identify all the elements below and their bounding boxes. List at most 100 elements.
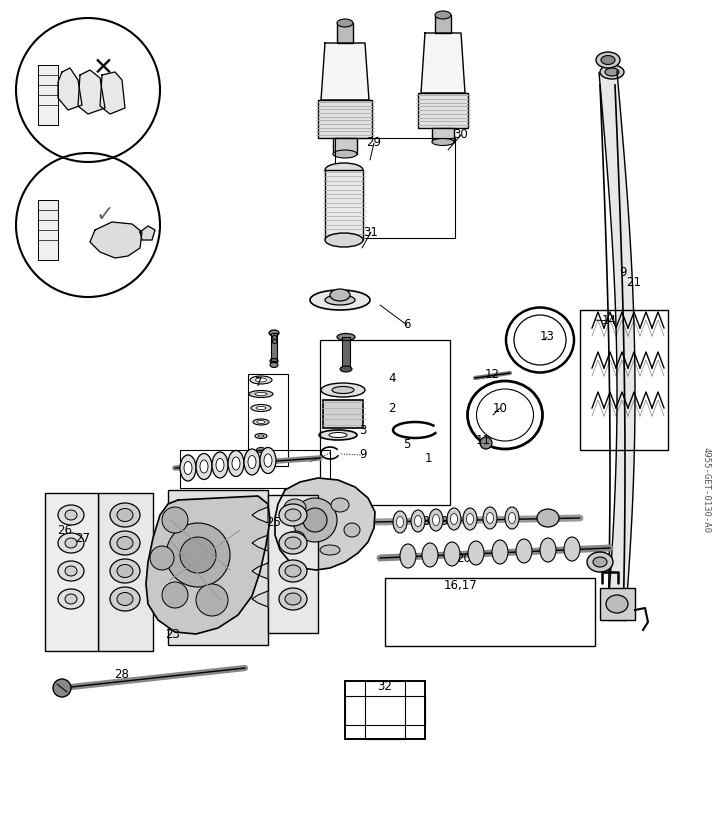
Ellipse shape <box>196 454 212 479</box>
Ellipse shape <box>487 512 493 524</box>
Ellipse shape <box>65 566 77 576</box>
Text: 4: 4 <box>388 371 396 384</box>
Polygon shape <box>90 222 142 258</box>
Ellipse shape <box>250 376 272 384</box>
Ellipse shape <box>285 593 301 605</box>
Circle shape <box>53 679 71 697</box>
Bar <box>333 138 357 154</box>
Ellipse shape <box>411 510 425 532</box>
Ellipse shape <box>337 333 355 341</box>
Text: 26: 26 <box>58 524 73 536</box>
Ellipse shape <box>593 557 607 567</box>
Ellipse shape <box>451 513 457 525</box>
Bar <box>271 333 277 361</box>
Bar <box>345 681 425 739</box>
Text: 6: 6 <box>403 318 410 332</box>
Ellipse shape <box>258 435 264 437</box>
Ellipse shape <box>279 532 307 554</box>
Ellipse shape <box>332 386 354 394</box>
Ellipse shape <box>537 509 559 527</box>
Bar <box>180 450 330 488</box>
Ellipse shape <box>587 552 613 572</box>
Bar <box>435 15 451 33</box>
Ellipse shape <box>58 533 84 553</box>
Ellipse shape <box>344 523 360 537</box>
Ellipse shape <box>340 366 352 372</box>
Ellipse shape <box>253 419 269 425</box>
Ellipse shape <box>287 531 305 545</box>
Ellipse shape <box>279 588 307 610</box>
Ellipse shape <box>331 498 349 512</box>
Ellipse shape <box>325 233 363 247</box>
Text: 12: 12 <box>485 369 500 381</box>
Ellipse shape <box>429 509 443 531</box>
Ellipse shape <box>333 150 357 158</box>
Ellipse shape <box>279 504 307 526</box>
Ellipse shape <box>65 510 77 520</box>
Text: 21: 21 <box>626 276 642 290</box>
Text: 7: 7 <box>256 376 263 389</box>
Bar <box>98 493 153 651</box>
Bar <box>432 128 454 142</box>
Ellipse shape <box>422 543 438 567</box>
Ellipse shape <box>463 508 477 530</box>
Text: 16,17: 16,17 <box>444 579 478 592</box>
Ellipse shape <box>260 447 276 474</box>
Ellipse shape <box>264 454 272 467</box>
Polygon shape <box>321 43 369 100</box>
Bar <box>268 495 318 633</box>
Ellipse shape <box>516 539 532 563</box>
Circle shape <box>162 582 188 608</box>
Polygon shape <box>252 507 268 523</box>
Ellipse shape <box>508 512 516 524</box>
Ellipse shape <box>117 536 133 549</box>
Ellipse shape <box>435 11 451 19</box>
Polygon shape <box>345 696 425 724</box>
Ellipse shape <box>58 505 84 525</box>
Text: 15: 15 <box>220 458 235 470</box>
Text: 10: 10 <box>492 402 508 414</box>
Text: 13: 13 <box>539 331 554 343</box>
Circle shape <box>293 498 337 542</box>
Circle shape <box>196 584 228 616</box>
Bar <box>600 588 635 620</box>
Ellipse shape <box>330 289 350 301</box>
Ellipse shape <box>321 383 365 397</box>
Bar <box>342 337 350 369</box>
Ellipse shape <box>58 589 84 609</box>
Ellipse shape <box>564 537 580 561</box>
Polygon shape <box>140 226 155 240</box>
Polygon shape <box>275 478 375 570</box>
Ellipse shape <box>319 430 357 440</box>
Ellipse shape <box>110 559 140 583</box>
Ellipse shape <box>433 515 439 526</box>
Circle shape <box>150 546 174 570</box>
Text: 28: 28 <box>114 668 130 681</box>
Ellipse shape <box>393 511 407 533</box>
Ellipse shape <box>444 542 460 566</box>
Ellipse shape <box>505 507 519 529</box>
Text: 4955-GET-0130-A0: 4955-GET-0130-A0 <box>701 447 711 533</box>
Ellipse shape <box>492 540 508 564</box>
Circle shape <box>480 437 492 449</box>
Ellipse shape <box>329 432 347 437</box>
Ellipse shape <box>256 378 266 382</box>
Text: 22: 22 <box>310 506 325 518</box>
Polygon shape <box>78 70 105 114</box>
Bar <box>168 490 268 645</box>
Ellipse shape <box>244 449 260 475</box>
Ellipse shape <box>256 447 266 452</box>
Ellipse shape <box>400 544 416 568</box>
Polygon shape <box>365 681 405 739</box>
Ellipse shape <box>540 538 556 562</box>
Bar <box>323 400 363 428</box>
Bar <box>320 340 450 505</box>
Ellipse shape <box>249 390 273 398</box>
Ellipse shape <box>117 564 133 578</box>
Text: 9: 9 <box>619 266 626 279</box>
Ellipse shape <box>110 587 140 611</box>
Ellipse shape <box>279 560 307 582</box>
Ellipse shape <box>596 52 620 68</box>
Ellipse shape <box>65 594 77 604</box>
Text: 32: 32 <box>377 680 392 692</box>
